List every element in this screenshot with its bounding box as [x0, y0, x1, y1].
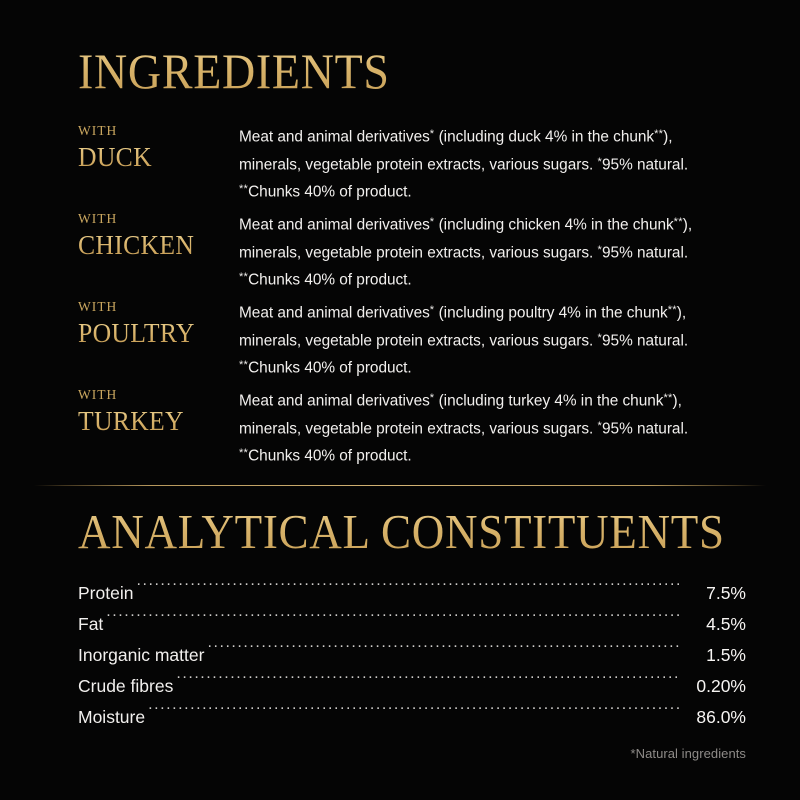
ingredients-list: WITH DUCK Meat and animal derivatives* (…: [0, 122, 800, 474]
footnote-marker-2: **: [673, 216, 683, 228]
table-row: Inorganic matter 1.5%: [78, 640, 746, 671]
desc-part: (including duck 4% in the chunk: [434, 128, 655, 146]
footnote-marker-1: *: [429, 304, 435, 316]
constituents-table: Protein 7.5% Fat 4.5% Inorganic matter 1…: [78, 578, 746, 733]
table-row: Crude fibres 0.20%: [78, 671, 746, 702]
footnote-marker-3: *: [597, 155, 603, 168]
dot-leader: [106, 613, 681, 631]
desc-part: Chunks 40% of product.: [248, 359, 412, 377]
ingredient-row: WITH POULTRY Meat and animal derivatives…: [0, 298, 800, 386]
desc-part: (including turkey 4% in the chunk: [434, 392, 664, 410]
table-row: Moisture 86.0%: [78, 702, 746, 733]
ingredient-description: Meat and animal derivatives* (including …: [239, 210, 709, 293]
desc-part: 95% natural.: [602, 244, 689, 262]
footnote-marker-1: *: [429, 216, 435, 228]
ingredient-description: Meat and animal derivatives* (including …: [239, 298, 709, 381]
analytical-constituents-heading: ANALYTICAL CONSTITUENTS: [78, 504, 725, 559]
with-label: WITH: [78, 387, 118, 402]
footnote-marker-2: **: [663, 392, 673, 404]
ingredients-heading: INGREDIENTS: [78, 43, 390, 99]
dot-leader: [176, 675, 681, 693]
desc-part: ), minerals, vegetable protein extracts,…: [239, 392, 682, 438]
ingredient-row: WITH CHICKEN Meat and animal derivatives…: [0, 210, 800, 298]
flavour-column: WITH POULTRY: [78, 298, 228, 347]
desc-part: Chunks 40% of product.: [248, 447, 412, 465]
desc-part: Chunks 40% of product.: [248, 271, 412, 289]
constituent-name: Inorganic matter: [78, 645, 205, 665]
ingredient-row: WITH DUCK Meat and animal derivatives* (…: [0, 122, 800, 210]
flavour-name: DUCK: [78, 142, 221, 171]
constituent-value: 1.5%: [706, 645, 746, 665]
flavour-name: CHICKEN: [78, 230, 221, 259]
dot-leader: [148, 706, 681, 724]
dot-leader: [136, 582, 681, 600]
desc-part: Meat and animal derivatives: [239, 392, 430, 410]
desc-part: 95% natural.: [602, 332, 689, 350]
desc-part: (including chicken 4% in the chunk: [434, 216, 674, 234]
constituent-name: Protein: [78, 583, 134, 603]
desc-part: (including poultry 4% in the chunk: [434, 304, 668, 322]
ingredient-description: Meat and animal derivatives* (including …: [239, 386, 709, 469]
constituent-name: Crude fibres: [78, 676, 174, 696]
footnote-marker-2: **: [654, 128, 664, 140]
footnote-marker-4: **: [239, 183, 249, 196]
flavour-name: POULTRY: [78, 318, 221, 347]
footnote-marker-3: *: [597, 243, 603, 256]
flavour-column: WITH CHICKEN: [78, 210, 228, 259]
flavour-name: TURKEY: [78, 406, 221, 435]
section-divider: [34, 485, 766, 487]
footnote-natural-ingredients: *Natural ingredients: [630, 746, 746, 761]
table-row: Protein 7.5%: [78, 578, 746, 609]
footnote-marker-4: **: [239, 447, 249, 460]
constituent-value: 7.5%: [706, 583, 746, 603]
desc-part: ), minerals, vegetable protein extracts,…: [239, 216, 693, 262]
flavour-column: WITH TURKEY: [78, 386, 228, 435]
table-row: Fat 4.5%: [78, 609, 746, 640]
desc-part: ), minerals, vegetable protein extracts,…: [239, 304, 687, 350]
constituent-name: Fat: [78, 614, 104, 634]
footnote-marker-1: *: [429, 128, 435, 140]
footnote-marker-4: **: [239, 359, 249, 372]
ingredient-row: WITH TURKEY Meat and animal derivatives*…: [0, 386, 800, 474]
with-label: WITH: [78, 299, 118, 314]
footnote-marker-3: *: [597, 331, 603, 344]
desc-part: Meat and animal derivatives: [239, 216, 430, 234]
constituent-value: 86.0%: [696, 707, 746, 727]
ingredient-description: Meat and animal derivatives* (including …: [239, 122, 709, 205]
desc-part: Meat and animal derivatives: [239, 304, 430, 322]
constituent-value: 0.20%: [696, 676, 746, 696]
footnote-marker-1: *: [429, 392, 435, 404]
desc-part: Meat and animal derivatives: [239, 128, 430, 146]
footnote-marker-2: **: [667, 304, 677, 316]
with-label: WITH: [78, 123, 118, 138]
footnote-marker-4: **: [239, 271, 249, 284]
dot-leader: [207, 644, 681, 662]
desc-part: ), minerals, vegetable protein extracts,…: [239, 128, 673, 174]
desc-part: Chunks 40% of product.: [248, 183, 412, 201]
desc-part: 95% natural.: [602, 420, 689, 438]
constituent-name: Moisture: [78, 707, 146, 727]
with-label: WITH: [78, 211, 118, 226]
constituent-value: 4.5%: [706, 614, 746, 634]
footnote-marker-3: *: [597, 419, 603, 432]
desc-part: 95% natural.: [602, 156, 689, 174]
flavour-column: WITH DUCK: [78, 122, 228, 171]
